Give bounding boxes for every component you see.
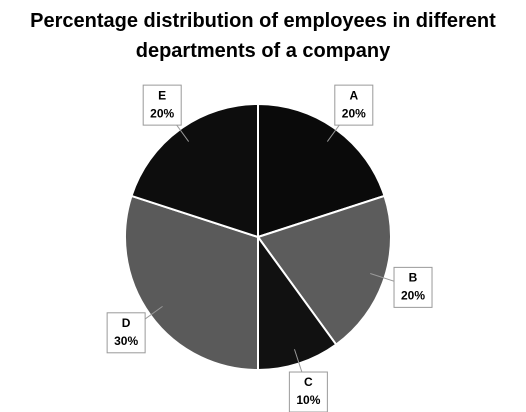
category-label: C [304,375,313,389]
value-label: 10% [296,393,320,407]
chart-title: Percentage distribution of employees in … [30,10,496,62]
category-label: A [349,88,358,102]
category-label: D [122,316,131,330]
value-label: 30% [114,334,138,348]
label-box [142,84,182,126]
category-label: B [409,271,418,285]
label-box [106,312,146,354]
label-box [334,84,374,126]
label-box [288,371,328,412]
value-label: 20% [150,106,174,120]
value-label: 20% [401,289,425,303]
value-label: 20% [342,106,366,120]
category-label: E [158,88,166,102]
label-box [393,266,433,308]
